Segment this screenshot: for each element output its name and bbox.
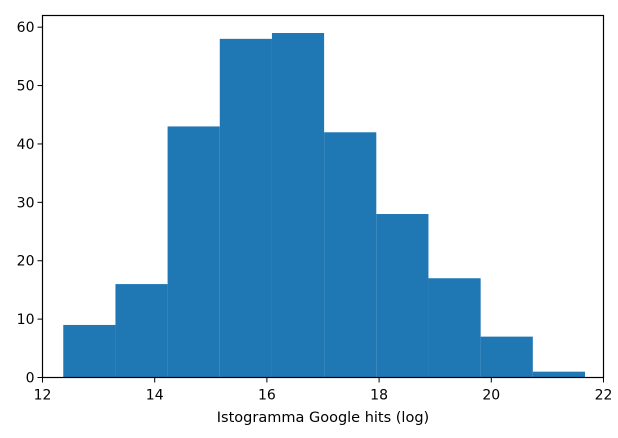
histogram-bar <box>480 336 533 378</box>
x-axis-label: Istogramma Google hits (log) <box>217 410 429 426</box>
x-tick-label: 22 <box>595 388 613 404</box>
x-tick-label: 16 <box>258 388 276 404</box>
y-tick-label: 20 <box>17 254 35 270</box>
x-axis: 12 14 16 18 20 22 <box>34 377 613 404</box>
histogram-bar <box>376 214 429 378</box>
histogram-bar <box>428 278 481 378</box>
histogram-bar <box>219 38 272 378</box>
histogram-bar <box>115 284 168 378</box>
y-tick-label: 50 <box>17 79 35 95</box>
y-tick-label: 60 <box>17 20 35 36</box>
x-tick-label: 12 <box>34 388 52 404</box>
plot-frame <box>41 14 605 379</box>
histogram-bar <box>63 324 116 378</box>
histogram-bars <box>63 33 585 378</box>
y-axis: 0 10 20 30 40 50 60 <box>17 20 43 387</box>
y-tick-label: 0 <box>26 371 35 387</box>
histogram-bar <box>324 132 377 378</box>
x-tick-label: 14 <box>146 388 164 404</box>
y-tick-label: 30 <box>17 195 35 211</box>
y-tick-label: 10 <box>17 312 35 328</box>
x-tick-label: 18 <box>370 388 388 404</box>
x-tick-label: 20 <box>482 388 500 404</box>
histogram-bar <box>167 126 220 378</box>
histogram-bar <box>271 33 325 378</box>
y-tick-label: 40 <box>17 137 35 153</box>
histogram-bar <box>532 371 585 378</box>
